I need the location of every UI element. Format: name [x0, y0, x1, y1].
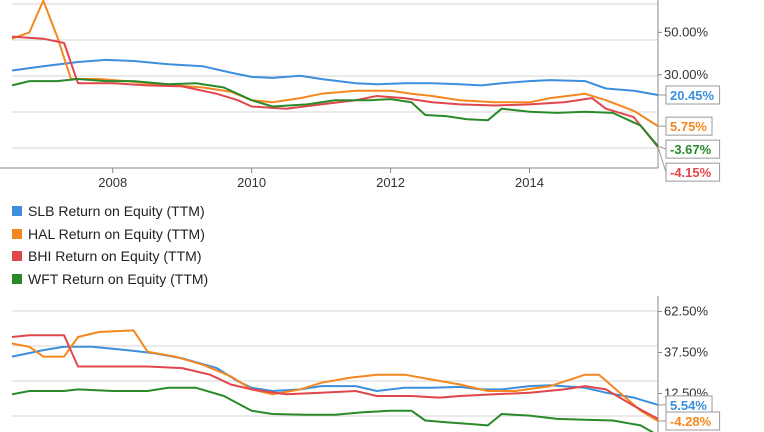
top-chart-y-tick-label: 50.00% — [664, 24, 709, 39]
svg-text:5.75%: 5.75% — [670, 119, 707, 134]
top-series-bhi-line — [11, 35, 659, 148]
legend-swatch-bhi — [12, 251, 22, 262]
chart-legend: SLB Return on Equity (TTM) HAL Return on… — [12, 200, 208, 290]
legend-label-slb: SLB Return on Equity (TTM) — [28, 203, 205, 220]
bottom-chart-axis-ticks: 62.50%37.50%12.50% — [658, 304, 709, 400]
legend-item-slb: SLB Return on Equity (TTM) — [12, 200, 208, 223]
top-end-label-hal: 5.75% — [658, 116, 713, 136]
top-chart-x-tick-label: 2010 — [237, 175, 266, 190]
svg-text:-3.67%: -3.67% — [670, 142, 712, 157]
top-chart-end-labels: 20.45% 5.75% -3.67% -4.15% — [657, 85, 721, 182]
legend-label-hal: HAL Return on Equity (TTM) — [28, 225, 205, 242]
top-chart-x-tick-label: 2008 — [98, 175, 127, 190]
top-end-label-bhi: -4.15% — [657, 146, 721, 182]
top-series-slb-line — [11, 58, 659, 96]
legend-swatch-slb — [12, 206, 22, 217]
top-chart-series — [11, 0, 659, 148]
legend-item-bhi: BHI Return on Equity (TTM) — [12, 245, 208, 268]
top-chart-plot-area — [0, 0, 659, 169]
bottom-series-slb-line — [11, 345, 659, 406]
svg-text:20.45%: 20.45% — [670, 88, 715, 103]
legend-swatch-wft — [12, 273, 22, 284]
bottom-end-label-slb: 5.54% — [658, 395, 713, 415]
legend-swatch-hal — [12, 228, 22, 239]
top-series-hal-line — [11, 0, 659, 127]
top-series-wft-line — [11, 78, 659, 147]
top-chart-x-tick-label: 2012 — [376, 175, 405, 190]
legend-item-hal: HAL Return on Equity (TTM) — [12, 223, 208, 246]
bottom-chart-grid — [12, 310, 658, 417]
legend-item-wft: WFT Return on Equity (TTM) — [12, 268, 208, 291]
top-chart-x-tick-label: 2014 — [515, 175, 544, 190]
top-end-label-wft: -3.67% — [657, 139, 721, 159]
svg-text:-4.28%: -4.28% — [670, 414, 712, 429]
bottom-chart-y-tick-label: 37.50% — [664, 345, 709, 360]
bottom-end-label-hal: -4.28% — [657, 411, 721, 431]
svg-text:-4.15%: -4.15% — [670, 165, 712, 180]
top-chart-grid — [12, 3, 658, 149]
top-chart-y-tick-label: 30.00% — [664, 67, 709, 82]
legend-label-wft: WFT Return on Equity (TTM) — [28, 270, 209, 287]
bottom-series-wft-line — [11, 386, 655, 432]
svg-text:5.54%: 5.54% — [670, 398, 707, 413]
bottom-chart-end-labels: 5.54%-4.28% — [657, 395, 721, 431]
top-end-label-slb: 20.45% — [658, 85, 721, 105]
bottom-series-bhi-line — [11, 334, 659, 420]
bottom-chart-y-tick-label: 62.50% — [664, 304, 709, 319]
bottom-series-hal-line — [11, 329, 659, 422]
bottom-chart-series — [11, 329, 659, 432]
legend-label-bhi: BHI Return on Equity (TTM) — [28, 248, 202, 265]
